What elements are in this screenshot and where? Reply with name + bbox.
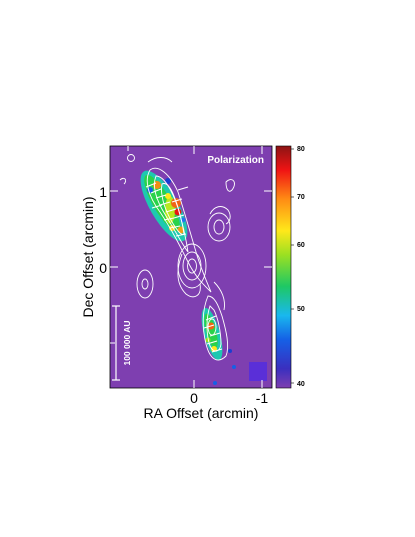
axis-ticks — [110, 146, 272, 388]
colorbar-ticks — [291, 148, 294, 384]
y-axis-title: Dec Offset (arcmin) — [80, 196, 96, 317]
x-tick-label-0: 0 — [190, 390, 198, 406]
y-tick-label-0: 0 — [99, 260, 107, 276]
y-tick-label-1: 1 — [99, 184, 107, 200]
polarization-vectors — [145, 182, 223, 353]
colorbar-tick-40: 40 — [297, 381, 305, 388]
colorbar-tick-70: 70 — [297, 194, 305, 201]
x-tick-label-neg1: -1 — [256, 390, 269, 406]
emission-south — [201, 307, 267, 385]
map-content — [119, 154, 267, 385]
colorbar-tick-80: 80 — [297, 146, 305, 153]
scale-bar-label: 100 000 AU — [122, 320, 132, 365]
colorbar-tick-50: 50 — [297, 306, 305, 313]
map-label: Polarization — [207, 155, 264, 166]
colorbar — [275, 145, 292, 389]
x-axis-title: RA Offset (arcmin) — [144, 405, 259, 421]
scale-bar — [112, 305, 120, 381]
colorbar-tick-60: 60 — [297, 242, 305, 249]
